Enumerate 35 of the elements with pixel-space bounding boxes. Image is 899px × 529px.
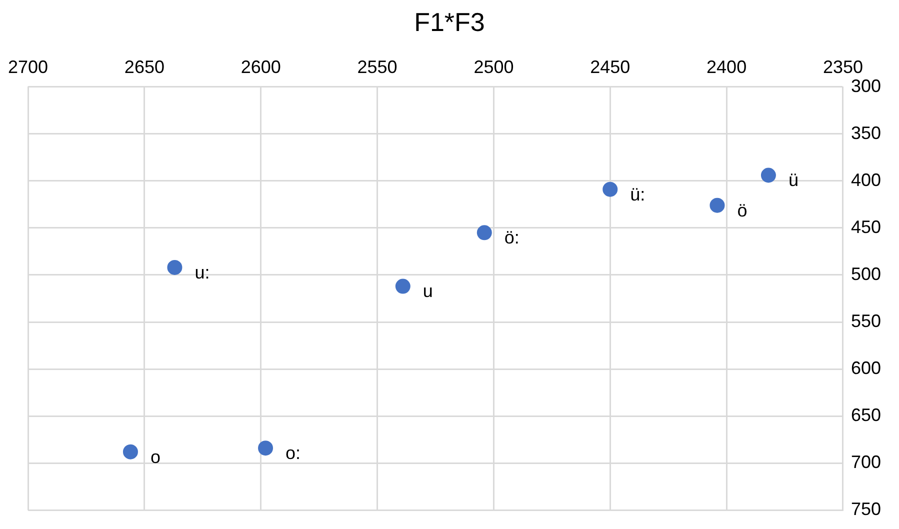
y-tick-label: 300 — [850, 76, 882, 96]
annotation: ö: — [504, 228, 520, 248]
point — [258, 440, 274, 456]
annotation: ü: — [630, 184, 646, 204]
annotation: o: — [286, 443, 301, 464]
x-tick-label: 2550 — [357, 56, 398, 77]
point — [760, 168, 776, 183]
y-tick-label: 650 — [850, 405, 882, 426]
y-tick-label: 750 — [850, 499, 882, 520]
chart-title: F1*F3 — [414, 6, 485, 37]
y-tick-label: 450 — [850, 216, 882, 237]
y-tick-label: 500 — [850, 264, 882, 284]
x-tick-label: 2350 — [822, 56, 863, 77]
y-tick-label: 350 — [850, 122, 882, 143]
y-tick-label: 550 — [850, 310, 882, 331]
point — [122, 444, 138, 460]
annotation: ö — [737, 200, 748, 220]
annotation: u — [422, 281, 433, 302]
annotation: ü — [788, 170, 798, 190]
x-tick-label: 2600 — [240, 56, 281, 77]
y-tick-label: 600 — [850, 358, 882, 378]
point — [476, 225, 492, 240]
x-tick-label: 2450 — [590, 56, 630, 77]
x-tick-label: 2700 — [8, 56, 48, 77]
point — [395, 278, 410, 294]
point — [602, 182, 618, 197]
x-tick-label: 2500 — [474, 56, 514, 77]
point — [710, 198, 725, 213]
annotation: o — [150, 446, 160, 467]
x-tick-label: 2650 — [124, 56, 164, 77]
annotation: u: — [194, 262, 210, 282]
x-tick-label: 2400 — [706, 56, 747, 77]
y-tick-label: 700 — [850, 452, 882, 472]
y-tick-label: 400 — [850, 170, 882, 190]
point — [167, 260, 182, 275]
